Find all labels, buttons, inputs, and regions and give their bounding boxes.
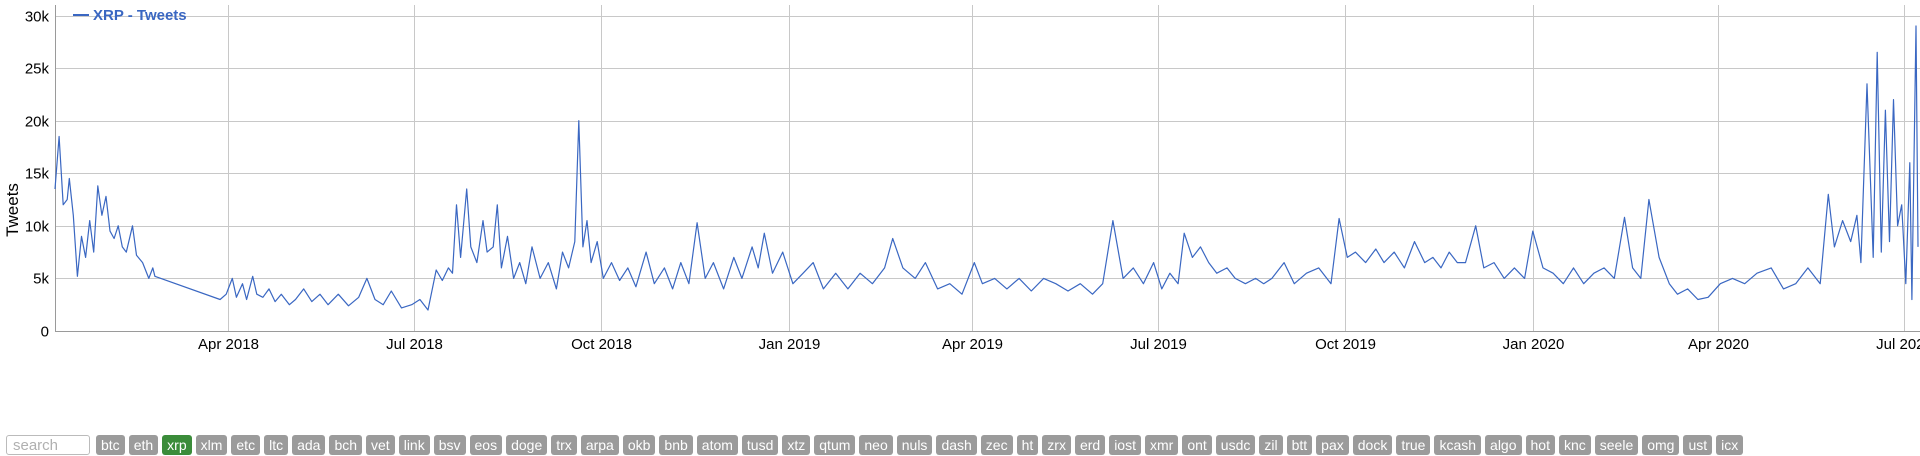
axes <box>55 5 1920 332</box>
coin-chip-vet[interactable]: vet <box>366 435 395 455</box>
coin-chip-xrp[interactable]: xrp <box>162 435 192 455</box>
coin-chip-zil[interactable]: zil <box>1259 435 1283 455</box>
tweets-line-chart: 0 5k 10k 15k 20k 25k 30k Apr 2018 Jul 2018 Oct 2… <box>3 5 1920 353</box>
y-tick-label: 30k <box>25 9 50 26</box>
coin-chip-iost[interactable]: iost <box>1109 435 1141 455</box>
legend[interactable]: XRP - Tweets <box>73 7 187 24</box>
x-tick-label: Jul 2018 <box>386 336 443 353</box>
coin-chip-dash[interactable]: dash <box>936 435 977 455</box>
x-tick-label: Apr 2018 <box>198 336 259 353</box>
x-tick-label: Apr 2019 <box>942 336 1003 353</box>
coin-chip-ltc[interactable]: ltc <box>264 435 289 455</box>
coin-chip-nuls[interactable]: nuls <box>896 435 933 455</box>
coin-chip-usdc[interactable]: usdc <box>1215 435 1256 455</box>
coin-chip-tusd[interactable]: tusd <box>741 435 779 455</box>
coin-chip-ada[interactable]: ada <box>292 435 326 455</box>
x-tick-label: Oct 2018 <box>571 336 632 353</box>
coin-list: btc eth xrp xlm etc ltc ada bch vet link bsv eos dog… <box>96 435 1744 455</box>
x-tick-label: Oct 2019 <box>1315 336 1376 353</box>
series-layer <box>54 25 1919 311</box>
coin-chip-icx[interactable]: icx <box>1716 435 1744 455</box>
coin-chip-zec[interactable]: zec <box>980 435 1013 455</box>
x-tick-labels: Apr 2018 Jul 2018 Oct 2018 Jan 2019 Apr 2019… <box>198 336 1920 353</box>
coin-chip-link[interactable]: link <box>398 435 430 455</box>
coin-chip-knc[interactable]: knc <box>1558 435 1591 455</box>
x-gridlines <box>228 5 1905 331</box>
coin-chip-xtz[interactable]: xtz <box>782 435 811 455</box>
x-tick-label: Jul 2020 <box>1876 336 1920 353</box>
coin-chip-bch[interactable]: bch <box>329 435 363 455</box>
coin-chip-etc[interactable]: etc <box>231 435 261 455</box>
coin-chip-eth[interactable]: eth <box>128 435 159 455</box>
coin-chip-bsv[interactable]: bsv <box>433 435 466 455</box>
x-tick-label: Apr 2020 <box>1688 336 1749 353</box>
coin-chip-btt[interactable]: btt <box>1286 435 1313 455</box>
coin-chip-ust[interactable]: ust <box>1683 435 1713 455</box>
coin-chip-doge[interactable]: doge <box>506 435 548 455</box>
coin-toolbar: btcethxrpxlmetcltcadabchvetlinkbsveosdog… <box>6 434 1744 456</box>
legend-label: XRP - Tweets <box>93 7 187 24</box>
coin-chip-kcash[interactable]: kcash <box>1434 435 1482 455</box>
coin-chip-trx[interactable]: trx <box>551 435 577 455</box>
coin-chip-seele[interactable]: seele <box>1594 435 1639 455</box>
coin-chip-zrx[interactable]: zrx <box>1042 435 1071 455</box>
y-tick-label: 5k <box>33 271 49 288</box>
y-tick-labels: 0 5k 10k 15k 20k 25k 30k <box>25 9 50 341</box>
coin-chip-xlm[interactable]: xlm <box>195 435 228 455</box>
y-tick-label: 25k <box>25 61 50 78</box>
coin-chip-xmr[interactable]: xmr <box>1144 435 1179 455</box>
coin-chip-neo[interactable]: neo <box>859 435 893 455</box>
coin-chip-btc[interactable]: btc <box>96 435 125 455</box>
x-tick-label: Jan 2020 <box>1503 336 1565 353</box>
coin-chip-true[interactable]: true <box>1396 435 1431 455</box>
y-tick-label: 15k <box>25 166 50 183</box>
coin-chip-atom[interactable]: atom <box>696 435 738 455</box>
coin-chip-bnb[interactable]: bnb <box>659 435 693 455</box>
coin-chip-pax[interactable]: pax <box>1316 435 1349 455</box>
coin-chip-qtum[interactable]: qtum <box>814 435 856 455</box>
coin-chip-okb[interactable]: okb <box>622 435 656 455</box>
coin-chip-ont[interactable]: ont <box>1182 435 1212 455</box>
coin-chip-eos[interactable]: eos <box>469 435 503 455</box>
coin-chip-algo[interactable]: algo <box>1485 435 1522 455</box>
coin-chip-erd[interactable]: erd <box>1074 435 1106 455</box>
coin-chip-hot[interactable]: hot <box>1525 435 1555 455</box>
y-tick-label: 20k <box>25 114 50 131</box>
y-axis-title: Tweets <box>3 183 22 237</box>
y-tick-label: 10k <box>25 219 50 236</box>
x-tick-label: Jan 2019 <box>759 336 821 353</box>
search-input[interactable] <box>6 435 90 455</box>
coin-chip-arpa[interactable]: arpa <box>580 435 619 455</box>
y-gridlines <box>55 16 1920 332</box>
series-line <box>54 25 1919 311</box>
coin-chip-dock[interactable]: dock <box>1352 435 1393 455</box>
y-tick-label: 0 <box>41 324 49 341</box>
coin-chip-ht[interactable]: ht <box>1016 435 1039 455</box>
x-tick-label: Jul 2019 <box>1130 336 1187 353</box>
coin-chip-omg[interactable]: omg <box>1642 435 1680 455</box>
